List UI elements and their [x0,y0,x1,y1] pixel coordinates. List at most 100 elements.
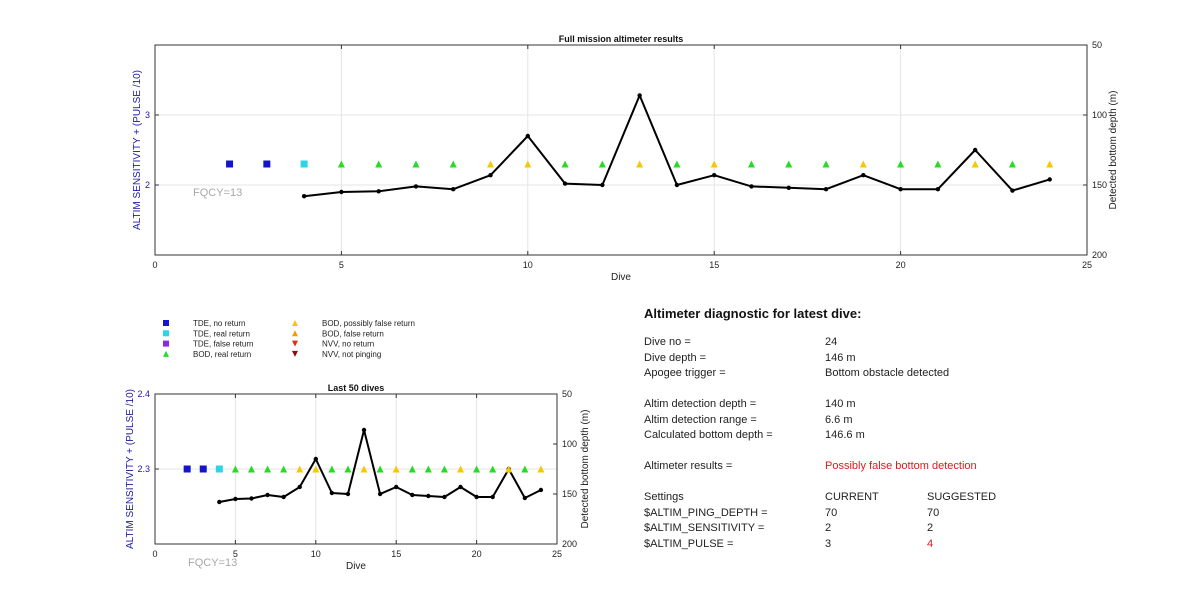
x-tick-label: 15 [709,260,719,270]
setting-marker-bod-real-return [424,465,432,473]
current-header: CURRENT [825,491,879,503]
setting-marker-tde-real-return [215,465,223,473]
setting-marker-bod-real-return [1008,160,1016,168]
legend-label: BOD, possibly false return [322,319,415,328]
full-mission-chart: 0 5 10 15 20 25 2 3 50 100 150 200 Full mission alti… [132,34,1119,283]
setting-marker-bod-possibly-false [971,160,979,168]
setting-marker-bod-real-return [328,465,336,473]
detection-range-label: Altim detection range = [644,413,757,426]
setting-marker-bod-real-return [473,465,481,473]
bottom-depth-value: 146.6 m [825,429,865,441]
legend-marker-tde-no-return [163,320,169,326]
setting-marker-bod-real-return [264,465,272,473]
depth-point [600,182,605,188]
depth-point [301,194,307,199]
y-left-tick-label: 2.4 [137,389,150,399]
depth-point [394,484,399,490]
y-right-tick-label: 150 [1092,180,1107,190]
depth-point [474,494,479,500]
y-left-tick-label: 2 [145,180,150,190]
depth-point [898,187,903,192]
legend-marker-nvv-not-pinging [292,350,298,357]
y-right-axis-label: Detected bottom depth (m) [1108,91,1119,210]
setting-marker-bod-real-return [521,465,529,473]
setting-marker-bod-real-return [247,465,255,473]
setting-marker-tde-real-return [300,160,308,168]
depth-point [786,185,791,190]
setting-marker-bod-possibly-false [457,465,465,473]
setting-marker-bod-possibly-false [524,160,532,168]
y-right-tick-label: 150 [562,489,577,499]
x-tick-label: 20 [472,549,482,559]
setting-marker-bod-real-return [598,160,606,168]
detection-depth-row: Altim detection depth = 140 m [644,397,1164,413]
bottom-depth-row: Calculated bottom depth = 146.6 m [644,428,1164,444]
setting-current: 2 [825,522,832,534]
legend-label: BOD, real return [193,350,251,359]
setting-row-ping-depth: $ALTIM_PING_DEPTH = 70 70 [644,506,1164,522]
legend-marker-tde-false-return [163,340,169,347]
x-tick-label: 20 [896,260,906,270]
depth-point [823,187,829,192]
depth-point [339,189,344,195]
suggested-header: SUGGESTED [927,491,997,503]
x-axis-label: Dive [346,561,366,572]
y-right-axis-label: Detected bottom depth (m) [580,410,591,529]
chart-title: Full mission altimeter results [559,34,684,44]
setting-marker-tde-no-return [226,160,234,168]
bottom-depth-label: Calculated bottom depth = [644,429,773,441]
y-right-tick-label: 50 [562,389,572,399]
setting-current: 70 [825,506,838,519]
depth-point [562,181,568,186]
legend-label: BOD, false return [322,329,384,338]
depth-point [972,147,978,153]
x-tick-label: 10 [311,549,321,559]
depth-point [361,427,367,433]
apogee-trigger-value: Bottom obstacle detected [825,367,950,379]
y-right-tick-label: 100 [562,439,577,449]
settings-label: Settings [644,491,684,503]
setting-marker-bod-real-return [489,465,497,473]
depth-point [538,487,544,493]
setting-suggested: 4 [927,537,934,550]
diagnostic-heading: Altimeter diagnostic for latest dive: [644,306,862,321]
y-right-tick-label: 200 [562,539,577,549]
apogee-trigger-row: Apogee trigger = Bottom obstacle detecte… [644,366,1164,382]
setting-marker-bod-real-return [412,160,420,168]
setting-marker-bod-possibly-false [505,465,513,473]
depth-point [712,173,717,178]
setting-marker-bod-real-return [561,160,569,168]
altimeter-results-label: Altimeter results = [644,460,733,472]
x-tick-label: 25 [552,549,562,559]
detection-depth-label: Altim detection depth = [644,398,757,410]
y-left-axis-label: ALTIM SENSITIVITY + (PULSE /10) [125,389,136,549]
setting-marker-tde-no-return [199,465,207,473]
setting-marker-bod-possibly-false [1046,160,1054,168]
setting-marker-bod-real-return [673,160,681,168]
plot-frame [154,44,1088,256]
setting-marker-bod-real-return [408,465,416,473]
settings-header-row: Settings CURRENT SUGGESTED [644,490,1164,506]
depth-point [426,493,431,499]
depth-point [329,490,335,496]
depth-point [297,484,302,490]
setting-marker-bod-real-return [449,160,457,168]
setting-marker-bod-real-return [822,160,830,168]
depth-point [249,496,254,501]
altimeter-diagnostic-panel: Altimeter diagnostic for latest dive: Di… [644,306,1164,552]
depth-point [313,456,318,462]
dive-depth-label: Dive depth = [644,351,707,364]
setting-marker-bod-real-return [375,160,383,168]
legend-label: NVV, not pinging [322,350,381,359]
setting-marker-bod-real-return [376,465,384,473]
setting-marker-bod-real-return [785,160,793,168]
setting-marker-bod-possibly-false [859,160,867,168]
legend-marker-tde-real-return [163,330,169,337]
depth-point [233,496,238,502]
setting-marker-bod-real-return [337,160,345,168]
dive-no-row: Dive no = 24 [644,335,1164,351]
setting-name: $ALTIM_PULSE = [644,537,734,550]
depth-point [490,494,495,500]
setting-name: $ALTIM_PING_DEPTH = [644,506,768,519]
depth-series-line [304,94,1051,198]
